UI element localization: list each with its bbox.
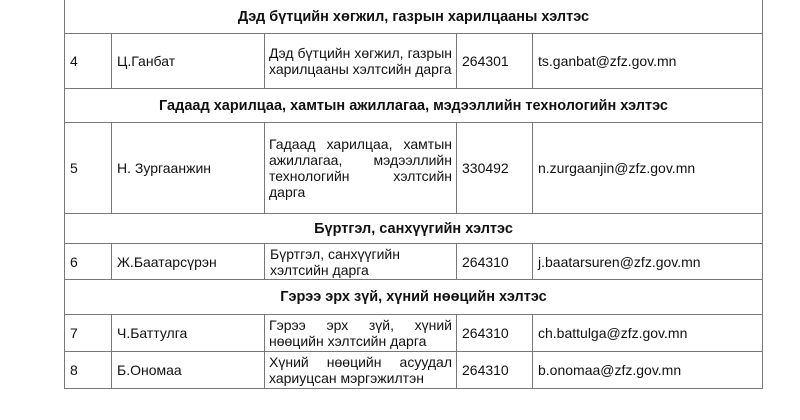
phone: 330492	[456, 122, 533, 214]
section-header-row: Дэд бүтцийн хөгжил, газрын харилцааны хэ…	[64, 0, 763, 34]
phone: 264310	[456, 243, 533, 280]
row-number: 5	[64, 122, 112, 214]
position: Хүний нөөцийн асуудал хариуцсан мэргэжил…	[264, 351, 457, 389]
person-name: Б.Ономаа	[111, 351, 265, 389]
email[interactable]: n.zurgaanjin@zfz.gov.mn	[532, 122, 763, 214]
section-title: Гадаад харилцаа, хамтын ажиллагаа, мэдээ…	[64, 88, 763, 123]
person-name: Ц.Ганбат	[111, 33, 265, 89]
table-row: 6 Ж.Баатарсүрэн Бүртгэл, санхүүгийн хэлт…	[64, 243, 763, 280]
phone: 264310	[456, 314, 533, 352]
contact-table: Дэд бүтцийн хөгжил, газрын харилцааны хэ…	[64, 0, 763, 389]
row-number: 6	[64, 243, 112, 280]
table-row: 5 Н. Зургаанжин Гадаад харилцаа, хамтын …	[64, 122, 763, 214]
position: Гадаад харилцаа, хамтын ажиллагаа, мэдээ…	[264, 122, 457, 214]
table-row: 4 Ц.Ганбат Дэд бүтцийн хөгжил, газрын ха…	[64, 33, 763, 89]
email[interactable]: ch.battulga@zfz.gov.mn	[532, 314, 763, 352]
email[interactable]: ts.ganbat@zfz.gov.mn	[532, 33, 763, 89]
email[interactable]: b.onomaa@zfz.gov.mn	[532, 351, 763, 389]
section-title: Бүртгэл, санхүүгийн хэлтэс	[64, 213, 763, 244]
person-name: Ж.Баатарсүрэн	[111, 243, 265, 280]
person-name: Ч.Баттулга	[111, 314, 265, 352]
row-number: 8	[64, 351, 112, 389]
table-row: 8 Б.Ономаа Хүний нөөцийн асуудал хариуцс…	[64, 351, 763, 389]
phone: 264310	[456, 351, 533, 389]
email[interactable]: j.baatarsuren@zfz.gov.mn	[532, 243, 763, 280]
phone: 264301	[456, 33, 533, 89]
section-header-row: Бүртгэл, санхүүгийн хэлтэс	[64, 213, 763, 244]
position: Бүртгэл, санхүүгийн хэлтсийн дарга	[264, 243, 457, 280]
row-number: 4	[64, 33, 112, 89]
position: Дэд бүтцийн хөгжил, газрын харилцааны хэ…	[264, 33, 457, 89]
position: Гэрээ эрх зүй, хүний нөөцийн хэлтсийн да…	[264, 314, 457, 352]
section-title: Гэрээ эрх зүй, хүний нөөцийн хэлтэс	[64, 279, 763, 315]
section-header-row: Гадаад харилцаа, хамтын ажиллагаа, мэдээ…	[64, 88, 763, 123]
section-header-row: Гэрээ эрх зүй, хүний нөөцийн хэлтэс	[64, 279, 763, 315]
table-row: 7 Ч.Баттулга Гэрээ эрх зүй, хүний нөөций…	[64, 314, 763, 352]
section-title: Дэд бүтцийн хөгжил, газрын харилцааны хэ…	[64, 0, 763, 34]
row-number: 7	[64, 314, 112, 352]
person-name: Н. Зургаанжин	[111, 122, 265, 214]
